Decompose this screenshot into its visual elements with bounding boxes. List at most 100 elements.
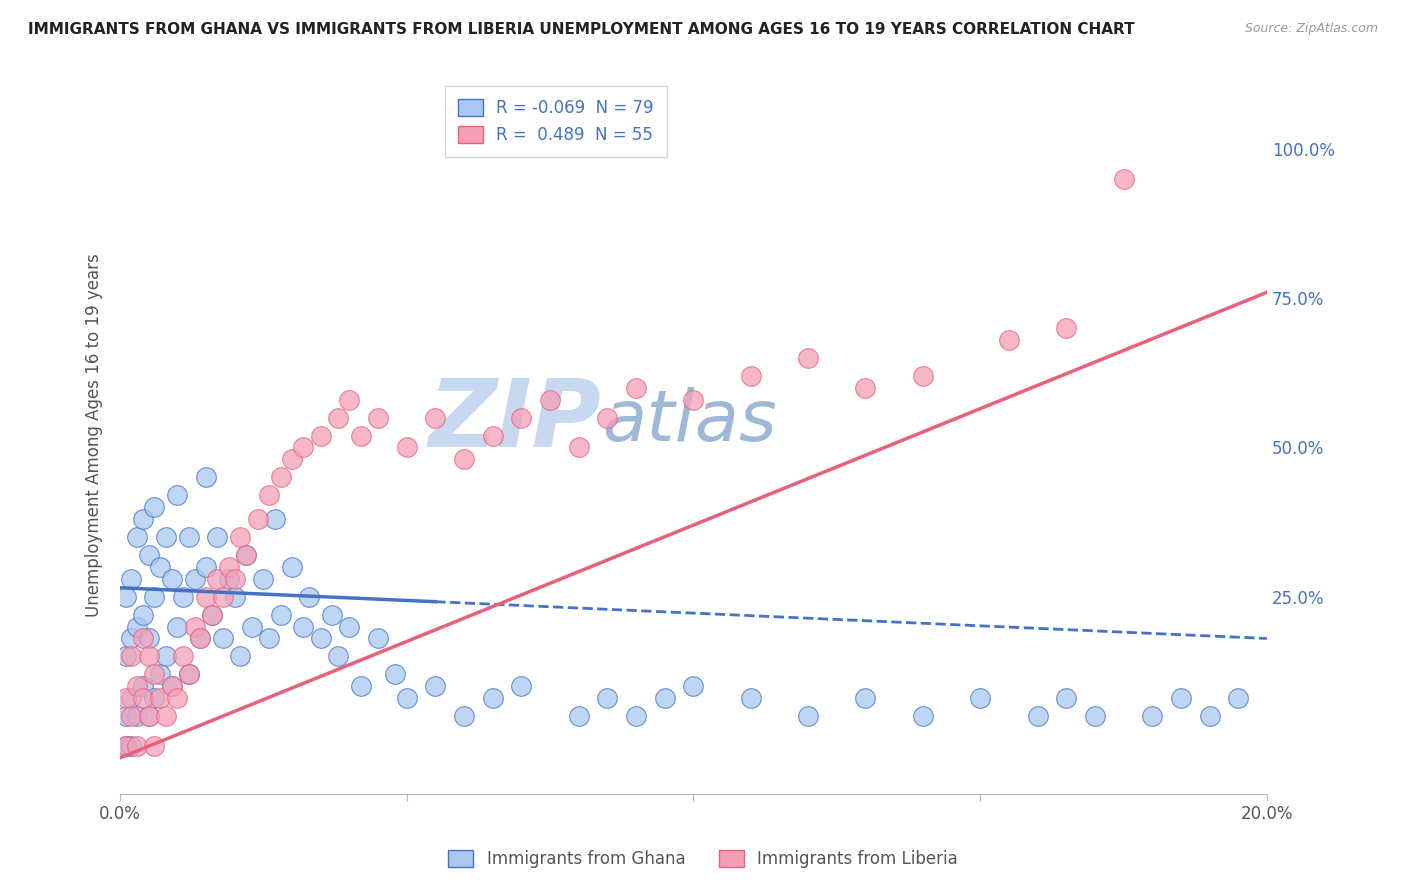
Point	[155, 709, 177, 723]
Point	[127, 709, 149, 723]
Point	[183, 619, 205, 633]
Text: Source: ZipAtlas.com: Source: ZipAtlas.com	[1244, 22, 1378, 36]
Point	[138, 632, 160, 646]
Point	[127, 619, 149, 633]
Point	[138, 709, 160, 723]
Point	[127, 679, 149, 693]
Point	[160, 679, 183, 693]
Text: atlas: atlas	[602, 387, 776, 456]
Point	[138, 709, 160, 723]
Point	[114, 739, 136, 753]
Point	[682, 392, 704, 407]
Point	[201, 607, 224, 622]
Point	[270, 470, 292, 484]
Point	[998, 333, 1021, 347]
Point	[127, 530, 149, 544]
Point	[143, 590, 166, 604]
Point	[143, 739, 166, 753]
Point	[120, 572, 142, 586]
Point	[218, 560, 240, 574]
Point	[218, 572, 240, 586]
Point	[120, 632, 142, 646]
Point	[797, 351, 820, 365]
Point	[132, 691, 155, 706]
Point	[395, 441, 418, 455]
Point	[425, 679, 447, 693]
Point	[195, 560, 218, 574]
Point	[114, 709, 136, 723]
Point	[292, 619, 315, 633]
Point	[596, 410, 619, 425]
Point	[350, 428, 373, 442]
Point	[740, 691, 762, 706]
Y-axis label: Unemployment Among Ages 16 to 19 years: Unemployment Among Ages 16 to 19 years	[86, 253, 103, 617]
Point	[132, 679, 155, 693]
Point	[624, 709, 647, 723]
Point	[246, 512, 269, 526]
Point	[350, 679, 373, 693]
Point	[149, 667, 172, 681]
Point	[1198, 709, 1220, 723]
Point	[166, 619, 188, 633]
Point	[1054, 691, 1077, 706]
Point	[114, 590, 136, 604]
Point	[240, 619, 263, 633]
Legend: Immigrants from Ghana, Immigrants from Liberia: Immigrants from Ghana, Immigrants from L…	[441, 843, 965, 875]
Point	[120, 691, 142, 706]
Point	[309, 428, 332, 442]
Point	[201, 607, 224, 622]
Point	[183, 572, 205, 586]
Point	[252, 572, 274, 586]
Point	[114, 649, 136, 664]
Point	[143, 500, 166, 515]
Point	[212, 632, 235, 646]
Point	[1140, 709, 1163, 723]
Point	[510, 410, 533, 425]
Point	[453, 452, 475, 467]
Point	[188, 632, 211, 646]
Point	[132, 632, 155, 646]
Point	[298, 590, 321, 604]
Point	[481, 691, 503, 706]
Point	[149, 560, 172, 574]
Point	[114, 739, 136, 753]
Point	[235, 548, 257, 562]
Point	[453, 709, 475, 723]
Point	[172, 590, 194, 604]
Point	[337, 392, 360, 407]
Point	[969, 691, 991, 706]
Point	[195, 590, 218, 604]
Point	[367, 410, 389, 425]
Point	[395, 691, 418, 706]
Point	[229, 649, 252, 664]
Point	[120, 709, 142, 723]
Point	[188, 632, 211, 646]
Point	[263, 512, 285, 526]
Point	[177, 667, 200, 681]
Point	[568, 709, 591, 723]
Point	[270, 607, 292, 622]
Point	[281, 452, 304, 467]
Text: ZIP: ZIP	[429, 376, 602, 467]
Point	[481, 428, 503, 442]
Point	[127, 739, 149, 753]
Point	[257, 632, 280, 646]
Point	[207, 530, 229, 544]
Point	[114, 691, 136, 706]
Point	[568, 441, 591, 455]
Point	[321, 607, 343, 622]
Point	[1227, 691, 1250, 706]
Point	[166, 488, 188, 502]
Point	[132, 607, 155, 622]
Point	[624, 381, 647, 395]
Point	[166, 691, 188, 706]
Point	[177, 530, 200, 544]
Point	[120, 649, 142, 664]
Point	[229, 530, 252, 544]
Point	[143, 667, 166, 681]
Point	[235, 548, 257, 562]
Point	[1170, 691, 1192, 706]
Point	[654, 691, 676, 706]
Point	[292, 441, 315, 455]
Text: IMMIGRANTS FROM GHANA VS IMMIGRANTS FROM LIBERIA UNEMPLOYMENT AMONG AGES 16 TO 1: IMMIGRANTS FROM GHANA VS IMMIGRANTS FROM…	[28, 22, 1135, 37]
